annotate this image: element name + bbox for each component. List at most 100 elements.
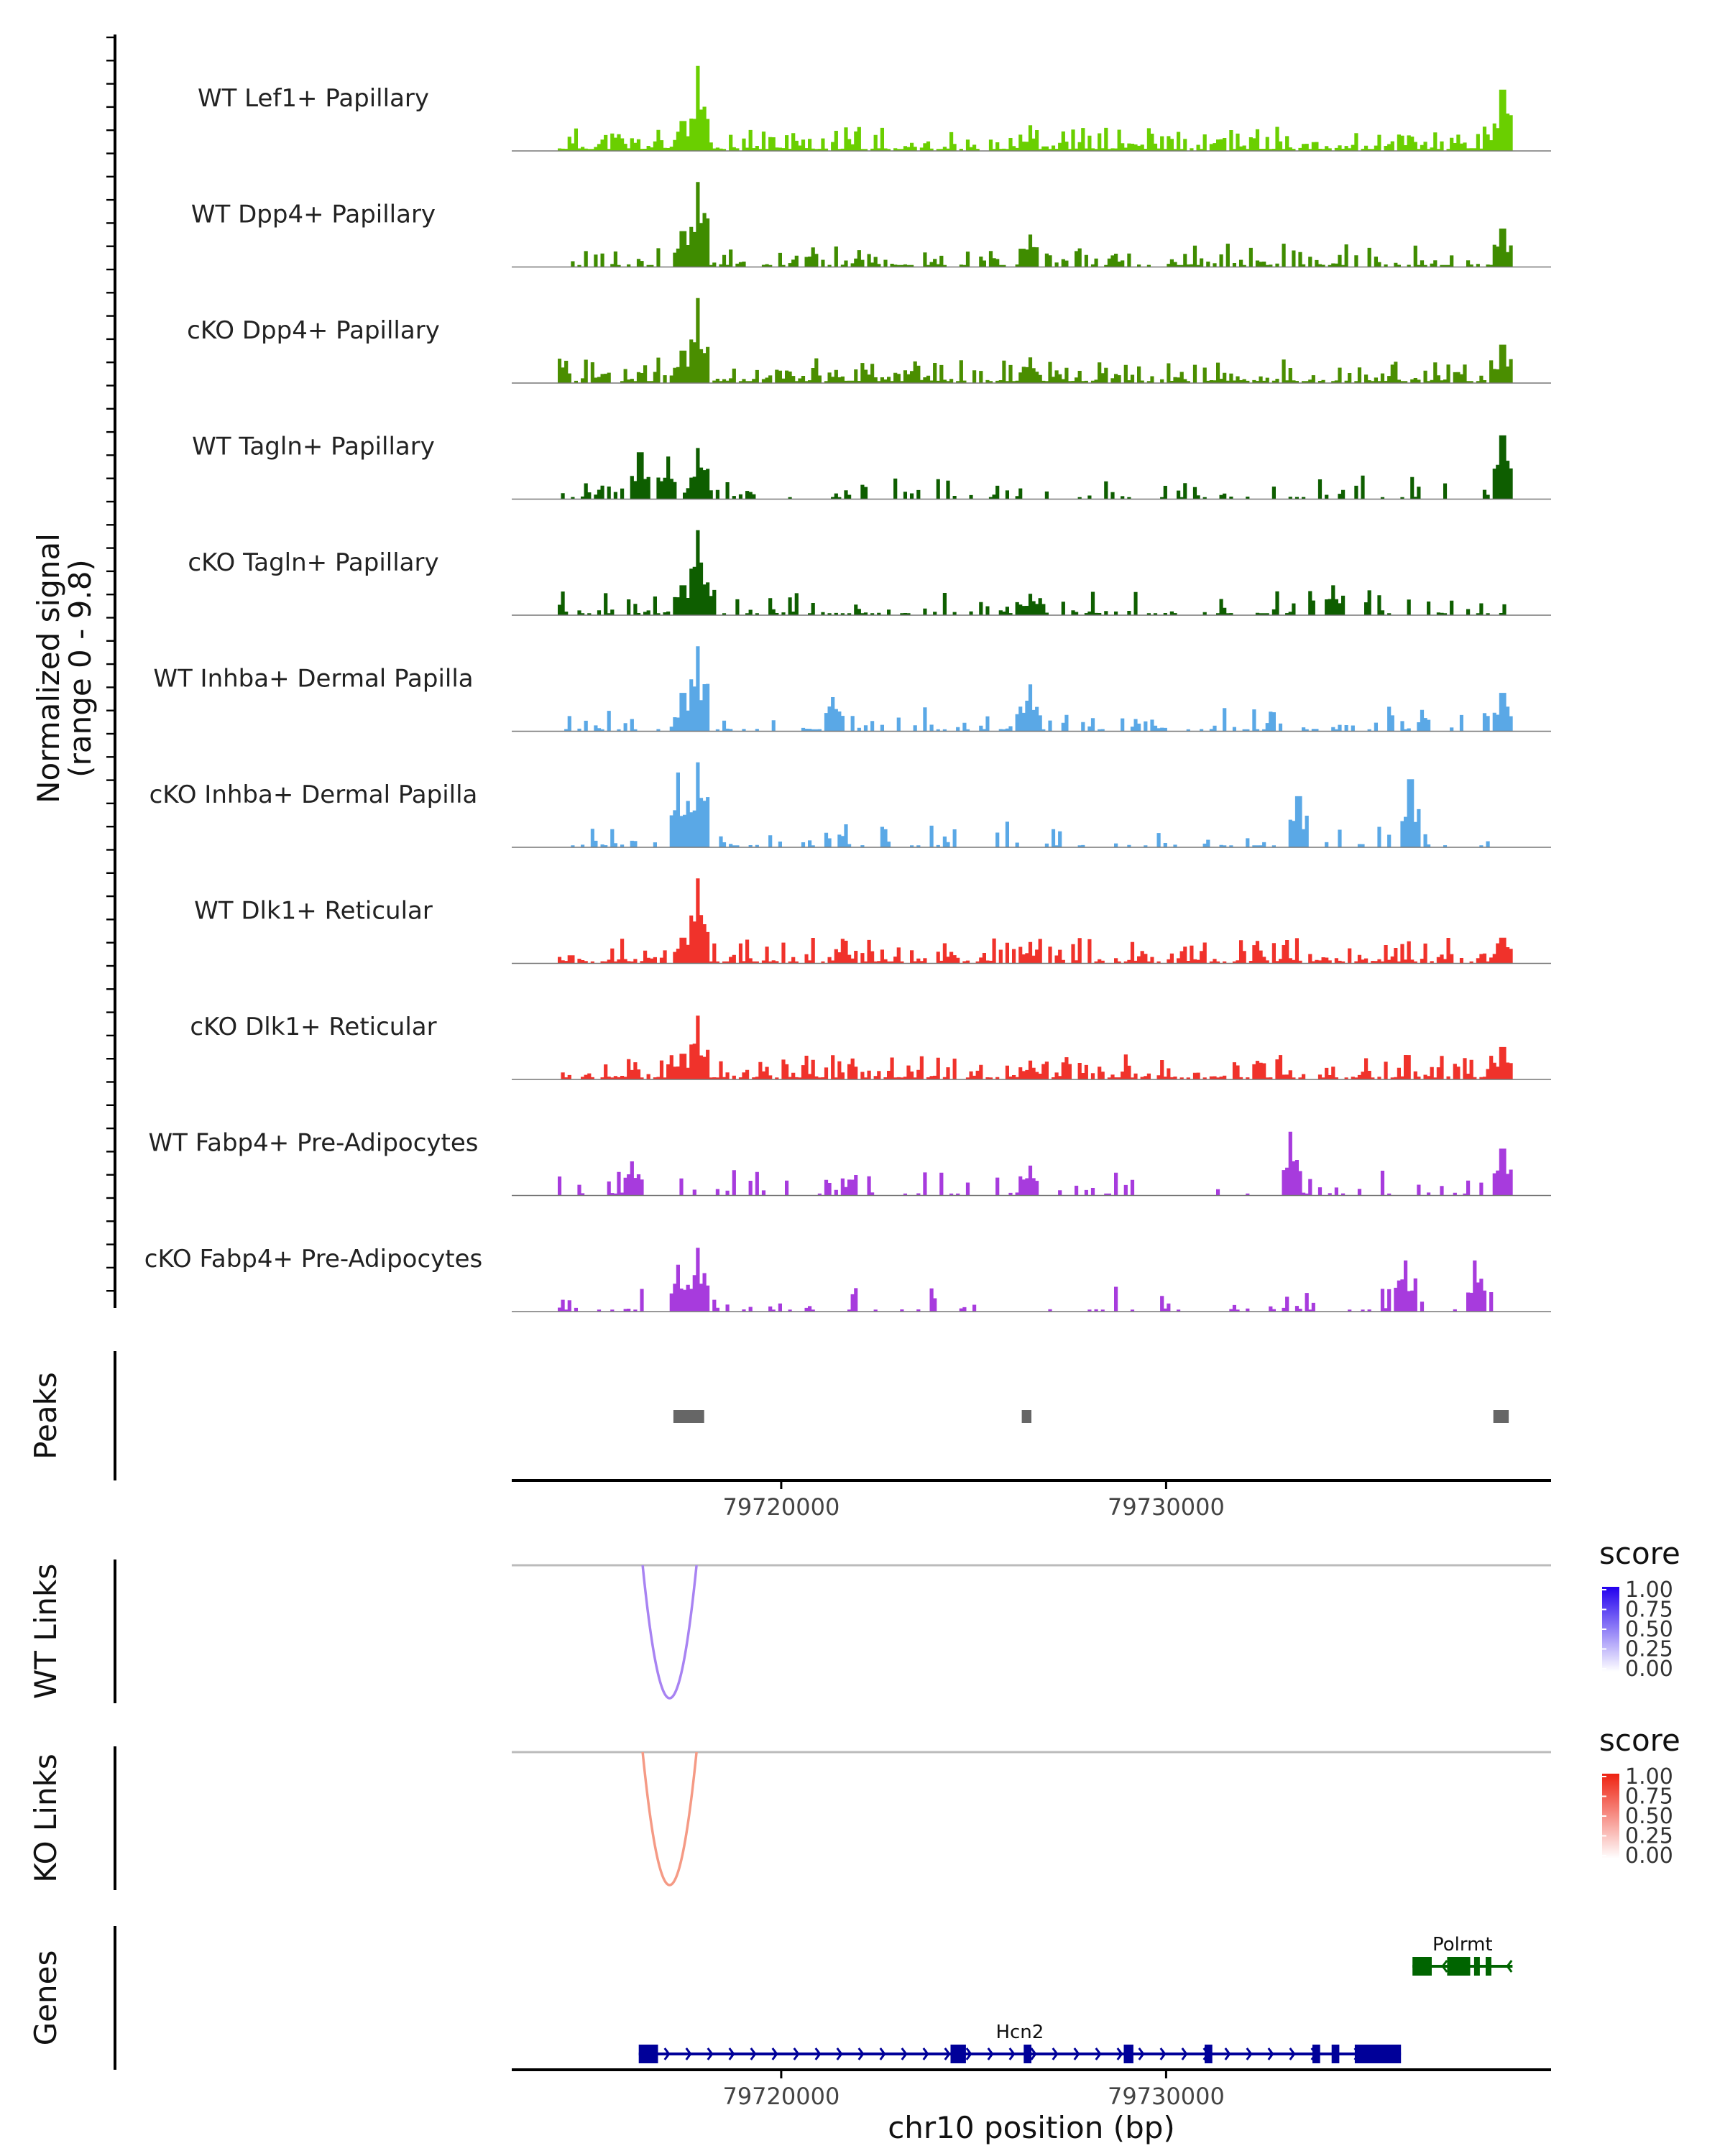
- gene-exon: [1312, 2045, 1320, 2063]
- x-axis-title: chr10 position (bp): [888, 2110, 1175, 2145]
- genes-x-axis-ticks: 79720000 79730000: [722, 2070, 1225, 2110]
- gene-name-label: Polrmt: [1432, 1934, 1493, 1955]
- links-track-2: KO Links score 1.000.750.500.250.00: [28, 1723, 1680, 1890]
- strand-arrow: [750, 2047, 757, 2060]
- strand-arrow: [922, 2047, 929, 2060]
- gene-exon: [1024, 2045, 1031, 2063]
- strand-arrow: [663, 2047, 671, 2060]
- coverage-signal: [558, 646, 1513, 732]
- strand-arrow: [857, 2047, 865, 2060]
- links-track-label: WT Links: [28, 1564, 63, 1699]
- strand-arrow: [836, 2047, 843, 2060]
- gene-name-label: Hcn2: [995, 2022, 1044, 2043]
- gene-exon: [1123, 2045, 1133, 2063]
- coverage-ylabel-line1: Normalized signal: [31, 533, 66, 803]
- peaks-track: [673, 1410, 1509, 1423]
- coverage-y-axis-title: Normalized signal (range 0 - 9.8): [31, 533, 98, 803]
- strand-arrow: [1030, 2047, 1037, 2060]
- strand-arrow: [1246, 2047, 1253, 2060]
- coverage-track-1: WT Lef1+ Papillary: [198, 65, 1551, 152]
- strand-arrow: [1224, 2047, 1231, 2060]
- coverage-signal: [558, 762, 1513, 848]
- coverage-signal: [558, 530, 1513, 616]
- coverage-signal: [558, 878, 1513, 964]
- coverage-signal: [558, 1015, 1513, 1080]
- link-arc: [641, 1565, 698, 1700]
- coverage-track-label: WT Dlk1+ Reticular: [194, 897, 433, 926]
- legend-tick-label: 0.50: [1625, 1617, 1673, 1642]
- strand-arrow: [793, 2047, 800, 2060]
- legend-tick-label: 0.75: [1625, 1784, 1673, 1810]
- strand-arrow: [685, 2047, 692, 2060]
- peak-region: [1493, 1410, 1509, 1423]
- strand-arrow: [987, 2047, 994, 2060]
- legend-tick-label: 0.50: [1625, 1804, 1673, 1829]
- coverage-ylabel-line2: (range 0 - 9.8): [63, 559, 98, 778]
- coverage-track-label: WT Fabp4+ Pre-Adipocytes: [149, 1129, 479, 1158]
- coverage-track-7: cKO Inhba+ Dermal Papilla: [150, 762, 1551, 848]
- links-track-1: WT Links score 1.000.750.500.250.00: [28, 1536, 1680, 1703]
- legend-tick-label: 0.25: [1625, 1824, 1673, 1849]
- strand-arrow: [1138, 2047, 1145, 2060]
- links-legend: score 1.000.750.500.250.00: [1599, 1536, 1680, 1682]
- gene-exon: [1205, 2045, 1213, 2063]
- coverage-track-9: cKO Dlk1+ Reticular: [190, 1013, 1551, 1080]
- strand-arrow: [1267, 2047, 1274, 2060]
- strand-arrow: [1289, 2047, 1296, 2060]
- coverage-track-4: WT Tagln+ Papillary: [192, 433, 1551, 500]
- gene-exon: [1331, 2045, 1340, 2063]
- coverage-tracks: WT Lef1+ Papillary WT Dpp4+ Papillary cKO …: [144, 65, 1551, 1312]
- legend-tick-label: 0.00: [1625, 1843, 1673, 1869]
- gene-exon: [1447, 1957, 1471, 1976]
- coverage-signal: [558, 1131, 1513, 1196]
- coverage-track-10: WT Fabp4+ Pre-Adipocytes: [149, 1129, 1551, 1197]
- strand-arrow: [944, 2047, 951, 2060]
- coverage-track-2: WT Dpp4+ Papillary: [191, 182, 1551, 268]
- genes-track: Hcn2 Polrmt: [638, 1934, 1513, 2063]
- strand-arrow: [814, 2047, 822, 2060]
- links-track-label: KO Links: [28, 1754, 63, 1883]
- coverage-signal: [558, 182, 1513, 267]
- strand-arrow: [1052, 2047, 1059, 2060]
- gene-hcn2: Hcn2: [638, 2022, 1402, 2063]
- x-tick-label: 79720000: [722, 1493, 840, 1521]
- coverage-track-label: cKO Tagln+ Papillary: [188, 548, 438, 577]
- genes-track-label: Genes: [28, 1950, 63, 2046]
- strand-arrow: [1116, 2047, 1123, 2060]
- peaks-x-axis-ticks: 79720000 79730000: [722, 1480, 1225, 1521]
- strand-arrow: [1181, 2047, 1188, 2060]
- coverage-track-label: cKO Inhba+ Dermal Papilla: [150, 780, 478, 809]
- legend-tick-label: 0.25: [1625, 1637, 1673, 1662]
- strand-arrow: [1095, 2047, 1102, 2060]
- gene-exon: [1473, 1957, 1480, 1976]
- peaks-track-label: Peaks: [28, 1372, 63, 1460]
- gene-exon: [1354, 2045, 1402, 2063]
- legend-tick-label: 0.00: [1625, 1657, 1673, 1682]
- coverage-signal: [558, 65, 1513, 152]
- coverage-signal: [558, 298, 1513, 384]
- gene-exon: [1486, 1957, 1491, 1976]
- x-tick-label: 79730000: [1108, 1493, 1225, 1521]
- strand-arrow: [1506, 1960, 1513, 1973]
- strand-arrow: [965, 2047, 972, 2060]
- gene-exon: [1412, 1957, 1432, 1976]
- coverage-track-6: WT Inhba+ Dermal Papilla: [153, 646, 1551, 732]
- peak-region: [1021, 1410, 1031, 1423]
- x-tick-label: 79720000: [722, 2083, 840, 2110]
- coverage-track-label: WT Tagln+ Papillary: [192, 433, 435, 461]
- legend-tick-label: 1.00: [1625, 1764, 1673, 1789]
- coverage-signal: [558, 1248, 1513, 1312]
- legend-tick-label: 1.00: [1625, 1577, 1673, 1603]
- coverage-track-3: cKO Dpp4+ Papillary: [187, 298, 1551, 384]
- strand-arrow: [1073, 2047, 1080, 2060]
- coverage-track-label: cKO Fabp4+ Pre-Adipocytes: [144, 1245, 483, 1273]
- legend-title: score: [1599, 1723, 1680, 1758]
- strand-arrow: [707, 2047, 714, 2060]
- coverage-y-axis-ticks: [106, 36, 115, 1292]
- strand-arrow: [771, 2047, 778, 2060]
- link-arc: [641, 1751, 698, 1886]
- strand-arrow: [1441, 1960, 1448, 1973]
- coverage-track-5: cKO Tagln+ Papillary: [188, 530, 1551, 616]
